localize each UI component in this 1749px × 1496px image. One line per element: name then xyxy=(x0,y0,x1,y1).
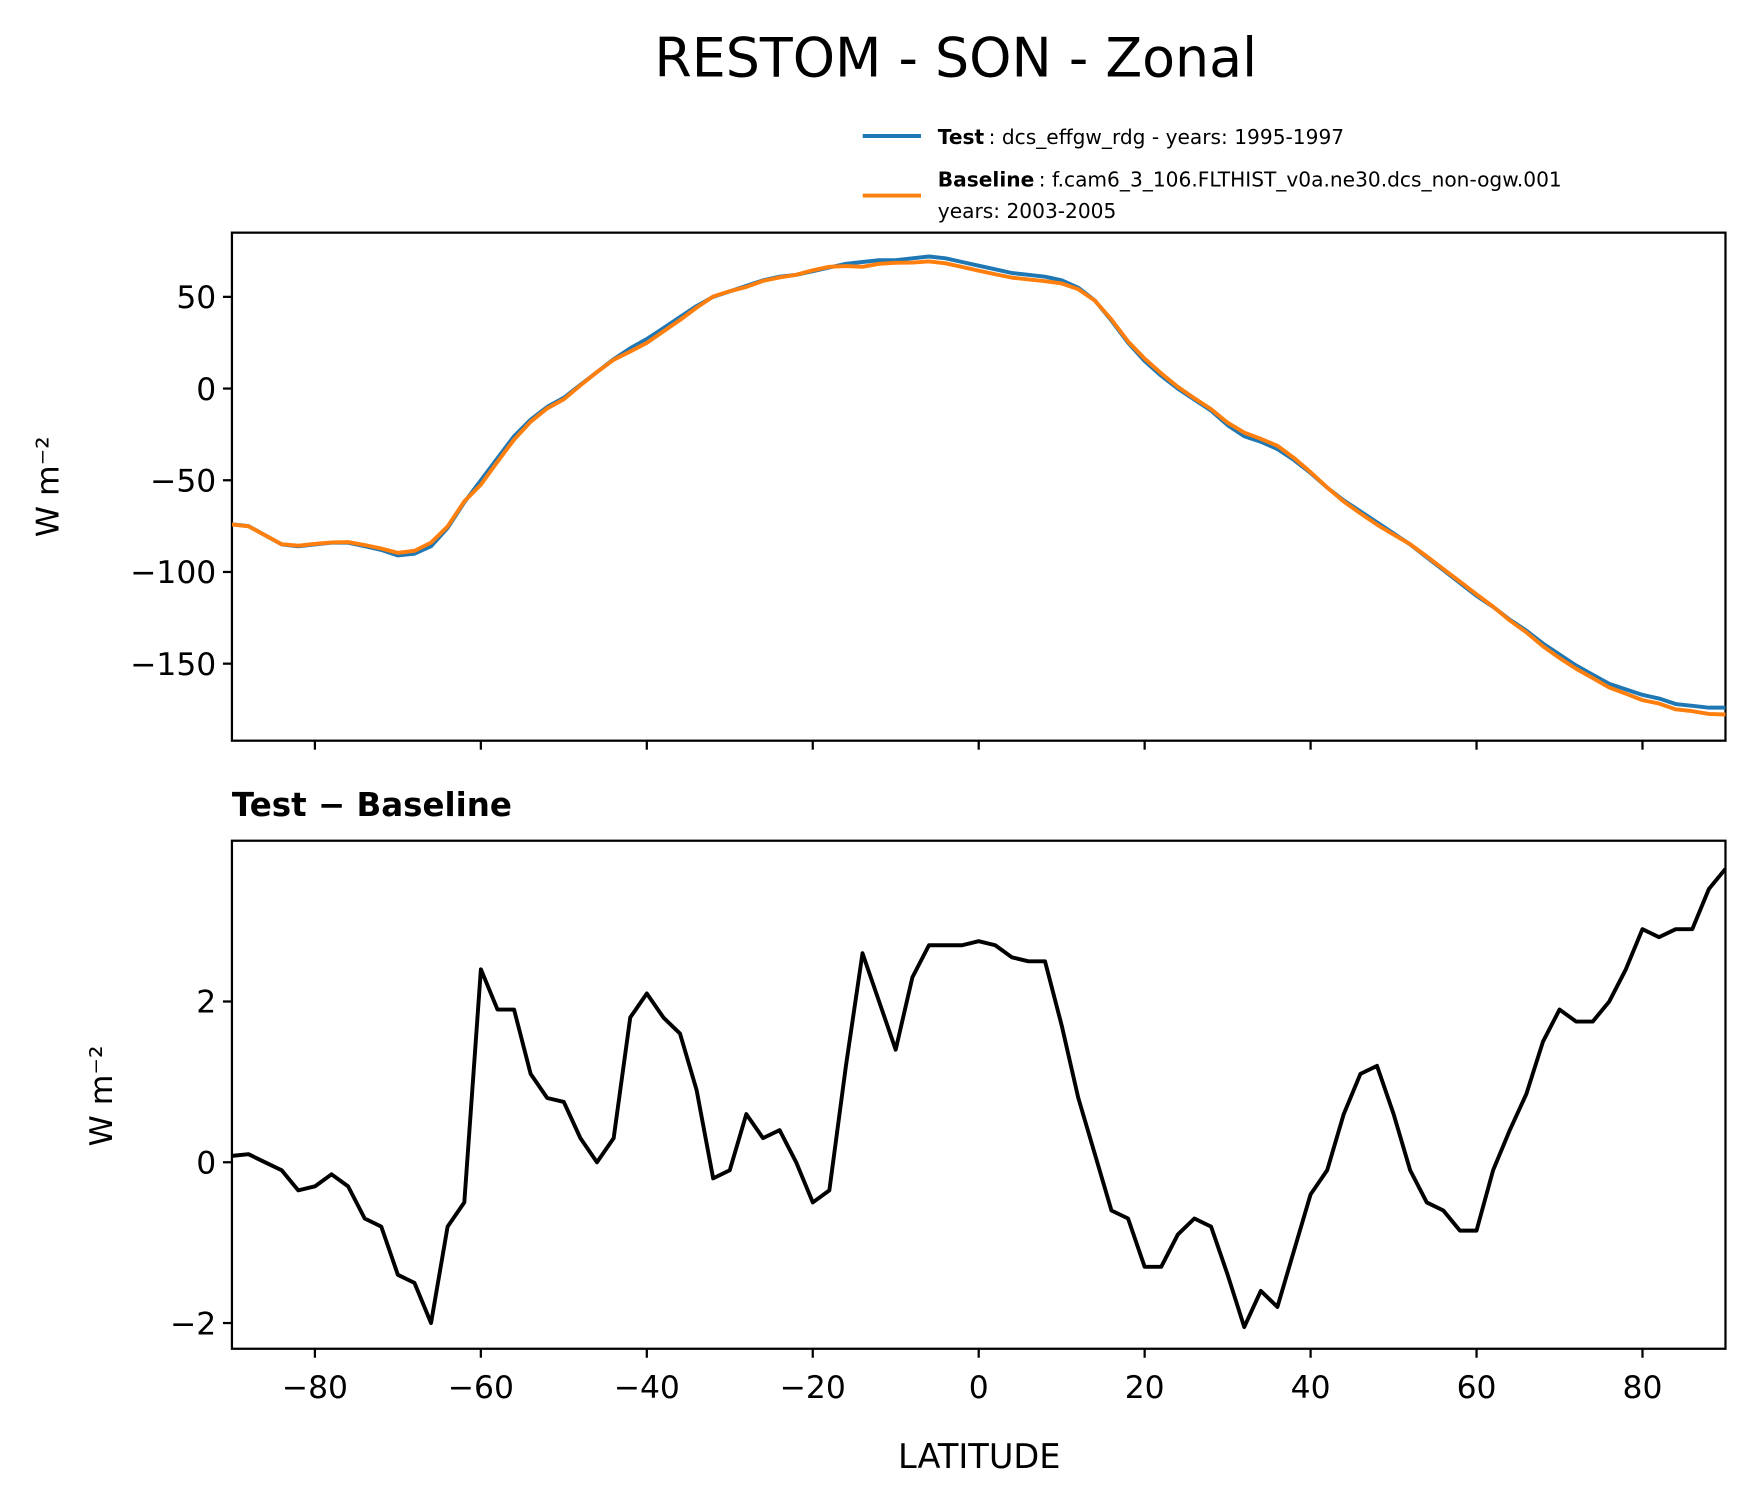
legend-detail: : f.cam6_3_106.FLTHIST_v0a.ne30.dcs_non-… xyxy=(1039,168,1562,192)
y-tick-label: −50 xyxy=(150,463,216,499)
y-tick-label: 0 xyxy=(196,1145,216,1181)
y-tick-label: −2 xyxy=(170,1306,216,1342)
y-axis-label: W m⁻² xyxy=(84,1045,120,1146)
y-axis-label: W m⁻² xyxy=(30,436,66,537)
x-tick-label: 80 xyxy=(1623,1370,1663,1406)
x-tick-label: −40 xyxy=(614,1370,680,1406)
y-tick-label: 2 xyxy=(196,985,216,1021)
subplot-title: Test − Baseline xyxy=(232,786,512,824)
series-line xyxy=(231,259,1726,717)
x-tick-label: −20 xyxy=(780,1370,846,1406)
plot-area xyxy=(230,231,1727,742)
legend-detail: years: 2003-2005 xyxy=(938,199,1117,223)
x-tick-label: 0 xyxy=(969,1370,989,1406)
y-tick-label: 0 xyxy=(196,372,216,408)
series-line xyxy=(231,867,1726,1330)
x-tick-label: 20 xyxy=(1125,1370,1165,1406)
legend-detail: : dcs_effgw_rdg - years: 1995-1997 xyxy=(989,125,1344,149)
series-line xyxy=(231,254,1726,710)
chart-title: RESTOM - SON - Zonal xyxy=(654,26,1257,89)
y-tick-label: −150 xyxy=(130,647,216,683)
legend-label: Baseline xyxy=(938,168,1034,192)
x-axis-label: LATITUDE xyxy=(898,1437,1061,1476)
y-tick-label: −100 xyxy=(130,555,216,591)
y-tick-label: 50 xyxy=(176,280,216,316)
x-tick-label: −80 xyxy=(282,1370,348,1406)
x-tick-label: 60 xyxy=(1457,1370,1497,1406)
x-tick-label: 40 xyxy=(1291,1370,1331,1406)
x-tick-label: −60 xyxy=(448,1370,514,1406)
legend-label: Test xyxy=(938,125,985,149)
plot-area xyxy=(230,839,1727,1350)
